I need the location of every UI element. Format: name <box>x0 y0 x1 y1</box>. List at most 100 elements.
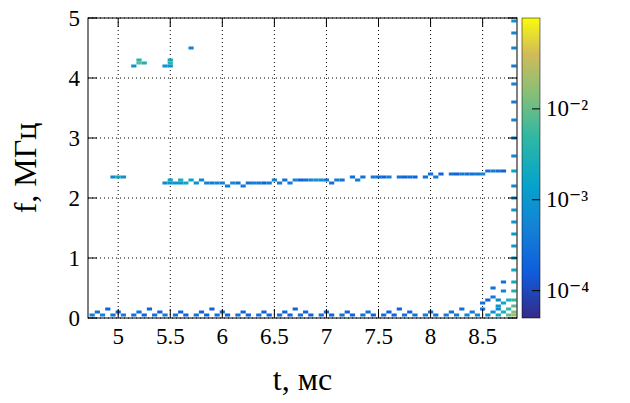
cell <box>501 311 506 314</box>
cell <box>511 20 516 23</box>
cell <box>131 314 136 317</box>
cell <box>308 179 313 182</box>
cell <box>459 308 464 311</box>
cell <box>329 182 334 185</box>
x-tick-label: 5 <box>112 324 124 349</box>
cell <box>464 314 469 317</box>
cell <box>282 311 287 314</box>
cell <box>371 314 376 317</box>
cell <box>501 170 506 173</box>
tick <box>88 318 97 319</box>
cell <box>267 314 272 317</box>
frame <box>88 18 517 318</box>
cell <box>511 209 516 212</box>
tick <box>326 309 327 318</box>
cell <box>345 311 350 314</box>
cell <box>454 173 459 176</box>
cell <box>506 299 511 302</box>
cell <box>235 182 240 185</box>
cell <box>157 311 162 314</box>
tick <box>170 18 171 27</box>
cell <box>293 179 298 182</box>
cell <box>136 59 141 62</box>
cell <box>459 173 464 176</box>
cell <box>241 311 246 314</box>
cell <box>381 314 386 317</box>
x-tick-label: 8 <box>425 324 437 349</box>
cell <box>277 314 282 317</box>
cell <box>402 314 407 317</box>
color-tick-label: 10⁻⁴ <box>546 278 589 303</box>
tick <box>378 309 379 318</box>
plot-background <box>88 18 517 318</box>
cell <box>142 62 147 65</box>
cell <box>402 176 407 179</box>
cell <box>350 314 355 317</box>
tick <box>274 309 275 318</box>
cell <box>178 179 183 182</box>
cell <box>511 233 516 236</box>
cell <box>480 173 485 176</box>
cell <box>303 311 308 314</box>
cells <box>90 20 517 317</box>
cell <box>475 314 480 317</box>
cell <box>501 290 506 293</box>
cell <box>272 179 277 182</box>
x-tick-label: 7 <box>321 324 333 349</box>
tick <box>430 309 431 318</box>
cell <box>267 182 272 185</box>
cell <box>464 173 469 176</box>
tick <box>118 18 119 27</box>
cell <box>173 182 178 185</box>
cell <box>511 32 516 35</box>
cell <box>511 119 516 122</box>
cell <box>496 299 501 302</box>
cell <box>168 65 173 68</box>
cell <box>485 314 490 317</box>
cell <box>485 170 490 173</box>
grid-line <box>88 258 517 259</box>
cell <box>183 182 188 185</box>
cell <box>511 299 516 302</box>
tick <box>274 18 275 27</box>
cell <box>407 311 412 314</box>
grid-line <box>378 18 379 318</box>
grid-line <box>88 198 517 199</box>
cell <box>293 308 298 311</box>
cell <box>199 311 204 314</box>
cell <box>412 176 417 179</box>
grid-line <box>274 18 275 318</box>
cell <box>454 314 459 317</box>
tick <box>508 138 517 139</box>
cell <box>230 182 235 185</box>
cell <box>246 314 251 317</box>
y-tick-label: 2 <box>69 186 81 211</box>
cell <box>220 182 225 185</box>
cell <box>209 182 214 185</box>
grid-line <box>430 18 431 318</box>
cell <box>110 176 115 179</box>
tick <box>326 18 327 27</box>
cell <box>194 314 199 317</box>
cell <box>511 290 516 293</box>
tick <box>508 78 517 79</box>
cell <box>121 314 126 317</box>
cell <box>371 176 376 179</box>
tick <box>222 18 223 27</box>
y-axis-title: f, МГц <box>7 123 43 214</box>
cell <box>355 179 360 182</box>
cell <box>261 182 266 185</box>
cell <box>251 182 256 185</box>
cell <box>496 305 501 308</box>
cell <box>282 179 287 182</box>
cell <box>386 176 391 179</box>
color-tick-label: 10⁻³ <box>546 187 588 212</box>
cell <box>506 314 511 317</box>
cell <box>511 305 516 308</box>
cell <box>449 173 454 176</box>
cell <box>339 314 344 317</box>
cell <box>277 182 282 185</box>
cell <box>152 314 157 317</box>
tick <box>88 258 97 259</box>
cell <box>392 314 397 317</box>
